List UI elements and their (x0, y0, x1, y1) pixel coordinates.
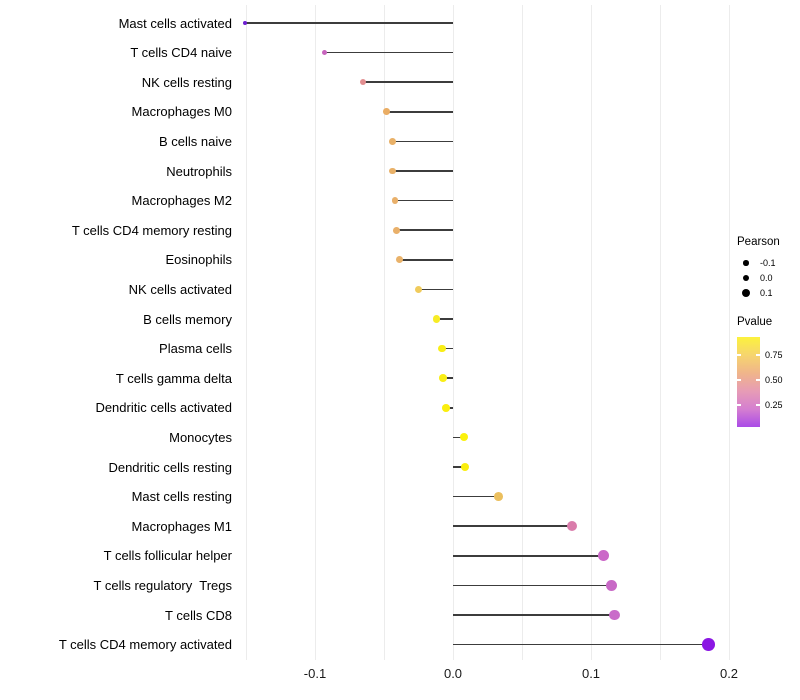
lollipop-stem (443, 377, 453, 379)
lollipop-stem (392, 170, 453, 172)
pvalue-colorbar-tick-label: 0.75 (765, 350, 783, 360)
lollipop-dot (438, 344, 446, 353)
lollipop-stem (392, 140, 453, 143)
row-label: B cells naive (159, 133, 232, 149)
pearson-legend-dot (743, 260, 749, 266)
lollipop-dot (461, 462, 470, 472)
row-label: T cells follicular helper (103, 548, 232, 564)
lollipop-dot (598, 550, 609, 562)
pvalue-colorbar-gradient (737, 337, 760, 427)
lollipop-dot (321, 49, 328, 56)
lollipop-dot (383, 108, 391, 116)
lollipop-dot (442, 403, 450, 412)
gridline (729, 5, 730, 660)
lollipop-stem (396, 229, 453, 231)
lollipop-stem (453, 466, 466, 468)
x-tick-label: -0.1 (303, 666, 327, 681)
pearson-legend-label: 0.0 (760, 273, 773, 283)
lollipop-stem (399, 259, 453, 261)
x-tick-label: 0.0 (443, 666, 463, 681)
row-label: T cells CD4 memory activated (58, 637, 232, 653)
row-label: Macrophages M0 (131, 104, 232, 120)
lollipop-stem (453, 584, 612, 587)
lollipop-dot (242, 21, 247, 25)
row-label: T cells CD8 (165, 607, 232, 623)
lollipop-dot (606, 579, 618, 591)
lollipop-stem (244, 22, 453, 24)
gridline (384, 5, 385, 660)
x-tick-label: 0.1 (581, 666, 601, 681)
lollipop-stem (453, 643, 709, 646)
row-label: B cells memory (143, 311, 232, 327)
lollipop-stem (453, 614, 615, 616)
lollipop-stem (453, 495, 499, 498)
lollipop-dot (414, 285, 423, 294)
lollipop-dot (608, 609, 620, 621)
row-label: NK cells activated (128, 281, 232, 297)
pvalue-colorbar-tick-mark (737, 404, 741, 406)
lollipop-dot (392, 226, 400, 234)
row-label: Dendritic cells resting (108, 459, 232, 475)
row-label: Monocytes (169, 429, 232, 445)
pvalue-colorbar-tick-mark (756, 404, 760, 406)
row-label: T cells gamma delta (115, 370, 232, 386)
pearson-legend-dot (742, 289, 750, 297)
lollipop-stem (386, 111, 453, 113)
lollipop-dot (395, 256, 403, 264)
row-label: Eosinophils (165, 252, 233, 268)
row-label: T cells CD4 memory resting (71, 222, 232, 238)
pearson-legend-label: -0.1 (760, 258, 776, 268)
gridline (453, 5, 454, 660)
lollipop-stem (418, 288, 453, 291)
lollipop-stem (453, 525, 572, 527)
pvalue-legend-title: Pvalue (737, 316, 773, 328)
lollipop-stem (395, 199, 453, 202)
gridline (315, 5, 316, 660)
gridline (660, 5, 661, 660)
row-label: NK cells resting (141, 74, 232, 90)
lollipop-dot (388, 167, 396, 175)
lollipop-stem (441, 347, 453, 350)
pvalue-colorbar-tick-mark (737, 354, 741, 356)
pearson-legend-title: Pearson (737, 236, 780, 248)
lollipop-stem (453, 436, 465, 439)
lollipop-dot (360, 79, 367, 86)
row-label: Dendritic cells activated (95, 400, 232, 416)
pearson-legend-dot (742, 274, 750, 282)
lollipop-stem (453, 555, 604, 557)
pvalue-colorbar-tick-mark (737, 379, 741, 381)
lollipop-dot (459, 433, 469, 442)
lollipop-dot (391, 197, 399, 204)
gridline (522, 5, 523, 660)
lollipop-dot (566, 521, 577, 532)
row-label: T cells CD4 naive (130, 45, 232, 61)
lollipop-dot (439, 374, 448, 383)
lollipop-dot (388, 138, 396, 145)
x-tick-label: 0.2 (719, 666, 739, 681)
row-label: T cells regulatory Tregs (93, 577, 232, 593)
pvalue-colorbar-tick-mark (756, 354, 760, 356)
lollipop-stem (324, 51, 453, 54)
pvalue-colorbar-tick-mark (756, 379, 760, 381)
lollipop-dot (432, 315, 441, 323)
row-label: Macrophages M2 (131, 193, 232, 209)
pearson-legend-label: 0.1 (760, 288, 773, 298)
pvalue-colorbar-tick-label: 0.50 (765, 375, 783, 385)
gridline (246, 5, 247, 660)
row-label: Mast cells activated (118, 15, 232, 31)
row-label: Mast cells resting (131, 489, 232, 505)
row-label: Macrophages M1 (131, 518, 232, 534)
lollipop-dot (701, 638, 715, 651)
lollipop-dot (494, 492, 503, 501)
row-label: Neutrophils (166, 163, 232, 179)
row-label: Plasma cells (159, 341, 232, 357)
lollipop-stem (436, 318, 453, 320)
gridline (591, 5, 592, 660)
lollipop-stem (363, 81, 453, 83)
pvalue-colorbar-tick-label: 0.25 (765, 400, 783, 410)
